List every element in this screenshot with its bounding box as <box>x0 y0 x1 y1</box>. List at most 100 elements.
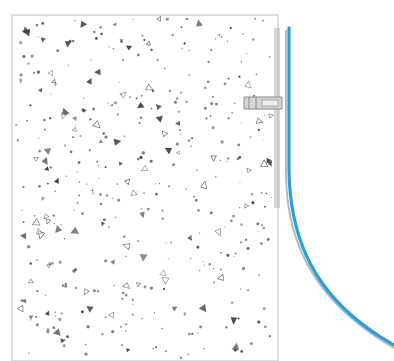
aggregate-speckle <box>143 285 147 289</box>
aggregate-speckle <box>197 332 199 334</box>
aggregate-speckle <box>136 53 140 57</box>
aggregate-speckle <box>147 207 150 211</box>
aggregate-speckle <box>124 293 128 297</box>
aggregate-speckle <box>46 328 50 331</box>
aggregate-speckle <box>168 89 172 93</box>
aggregate-speckle <box>168 185 171 188</box>
aggregate-speckle <box>240 350 244 353</box>
aggregate-speckle <box>122 243 131 251</box>
aggregate-speckle <box>64 112 67 116</box>
aggregate-speckle <box>161 277 170 285</box>
aggregate-speckle <box>213 281 215 284</box>
aggregate-speckle <box>240 241 243 244</box>
aggregate-speckle <box>220 36 223 38</box>
aggregate-speckle <box>132 303 134 305</box>
aggregate-speckle <box>165 17 169 21</box>
aggregate-speckle <box>116 183 119 185</box>
aggregate-speckle <box>175 120 181 126</box>
aggregate-speckle <box>143 39 146 41</box>
aggregate-speckle <box>173 100 177 104</box>
aggregate-speckle <box>226 40 229 42</box>
aggregate-speckle <box>36 227 43 235</box>
aggregate-speckle <box>193 195 196 198</box>
aggregate-speckle <box>78 181 81 183</box>
aggregate-speckle <box>191 332 194 335</box>
aggregate-speckle <box>246 246 250 251</box>
aggregate-speckle <box>261 224 264 226</box>
aggregate-speckle <box>223 82 227 86</box>
aggregate-speckle <box>151 89 155 93</box>
aggregate-speckle <box>149 159 153 163</box>
aggregate-speckle <box>209 115 212 117</box>
aggregate-speckle <box>211 96 214 98</box>
aggregate-speckle <box>71 39 75 43</box>
aggregate-speckle <box>161 209 164 212</box>
aggregate-speckle <box>246 289 250 292</box>
aggregate-speckle <box>47 182 49 185</box>
aggregate-speckle <box>108 46 110 48</box>
aggregate-speckle <box>82 97 85 100</box>
aggregate-speckle <box>108 226 110 228</box>
aggregate-speckle <box>41 196 46 201</box>
aggregate-speckle <box>233 102 236 105</box>
aggregate-speckle <box>202 260 204 263</box>
aggregate-speckle <box>41 22 45 25</box>
aggregate-speckle <box>78 194 81 197</box>
aggregate-speckle <box>35 23 39 27</box>
aggregate-speckle <box>44 310 50 316</box>
aggregate-speckle <box>37 36 39 38</box>
aggregate-speckle <box>264 325 267 329</box>
aggregate-speckle <box>76 171 79 173</box>
aggregate-speckle <box>262 226 266 230</box>
aggregate-speckle <box>234 252 237 255</box>
aggregate-speckle <box>113 101 117 105</box>
aggregate-speckle <box>28 352 30 354</box>
aggregate-speckle <box>40 37 46 43</box>
aggregate-speckle <box>131 298 134 302</box>
aggregate-speckle <box>238 75 241 78</box>
aggregate-speckle <box>55 224 63 233</box>
aggregate-speckle <box>220 140 224 144</box>
aggregate-speckle <box>30 54 34 58</box>
aggregate-speckle <box>237 317 240 320</box>
aggregate-speckle <box>231 301 234 304</box>
aggregate-speckle <box>185 100 188 104</box>
aggregate-speckle <box>143 192 145 194</box>
aggregate-speckle <box>249 136 252 138</box>
aggregate-speckle <box>65 175 68 177</box>
aggregate-speckle <box>121 344 124 347</box>
aggregate-speckle <box>67 64 70 67</box>
aggregate-speckle <box>233 348 237 352</box>
aggregate-speckle <box>61 285 64 287</box>
aggregate-speckle <box>165 242 167 244</box>
aggregate-speckle <box>187 139 191 142</box>
aggregate-speckle <box>62 344 66 348</box>
aggregate-speckle <box>265 192 268 195</box>
aggregate-speckle <box>165 350 168 353</box>
aggregate-speckle <box>93 30 96 34</box>
aggregate-speckle <box>68 39 72 43</box>
aggregate-speckle <box>69 150 73 154</box>
aggregate-speckle <box>145 83 154 91</box>
aggregate-speckle <box>260 242 263 245</box>
aggregate-speckle <box>117 198 121 202</box>
aggregate-speckle <box>259 159 269 168</box>
aggregate-speckle <box>211 126 215 130</box>
aggregate-speckle <box>153 312 156 314</box>
aggregate-speckle <box>22 221 25 224</box>
aggregate-speckle <box>177 110 180 113</box>
aggregate-speckle <box>154 183 156 185</box>
aggregate-speckle <box>185 188 187 190</box>
aggregate-speckle <box>102 132 105 135</box>
aggregate-speckle <box>111 330 115 334</box>
aggregate-speckle <box>80 212 84 216</box>
aggregate-speckle <box>80 20 88 28</box>
aggregate-speckle <box>54 311 57 314</box>
aggregate-speckle <box>32 71 36 75</box>
aggregate-speckle <box>60 224 62 226</box>
aggregate-speckle <box>98 139 104 144</box>
aggregate-speckle <box>135 97 138 100</box>
aggregate-speckle <box>16 304 24 313</box>
aggregate-speckle <box>257 128 260 132</box>
